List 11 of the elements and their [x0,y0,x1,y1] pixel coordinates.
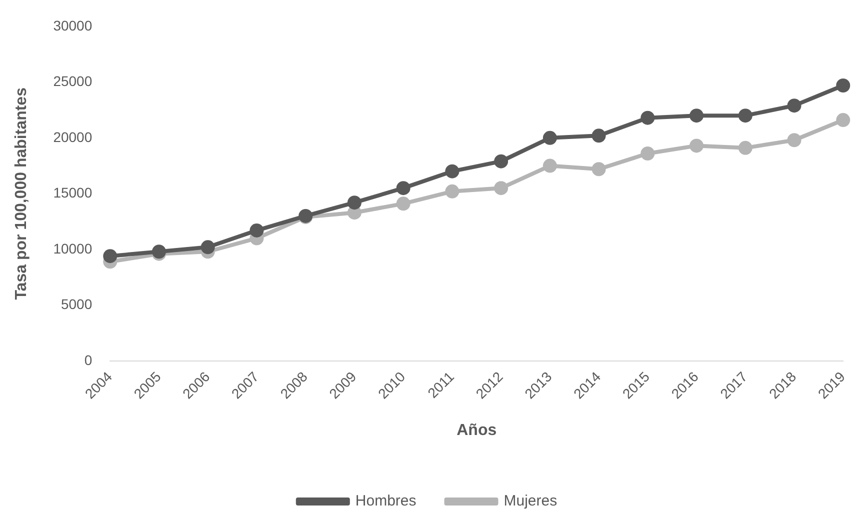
y-axis-title: Tasa por 100,000 habitantes [13,87,30,300]
y-tick-label: 30000 [53,17,92,34]
y-tick-label: 10000 [53,240,92,256]
y-tick-label: 25000 [53,73,92,90]
y-tick-label: 15000 [53,184,92,201]
legend-label: Hombres [355,492,416,510]
x-axis-title: Años [456,422,497,439]
legend-label: Mujeres [504,492,558,510]
y-tick-label: 5000 [60,296,92,312]
y-tick-label: 0 [84,352,92,368]
y-tick-label: 20000 [53,128,92,145]
